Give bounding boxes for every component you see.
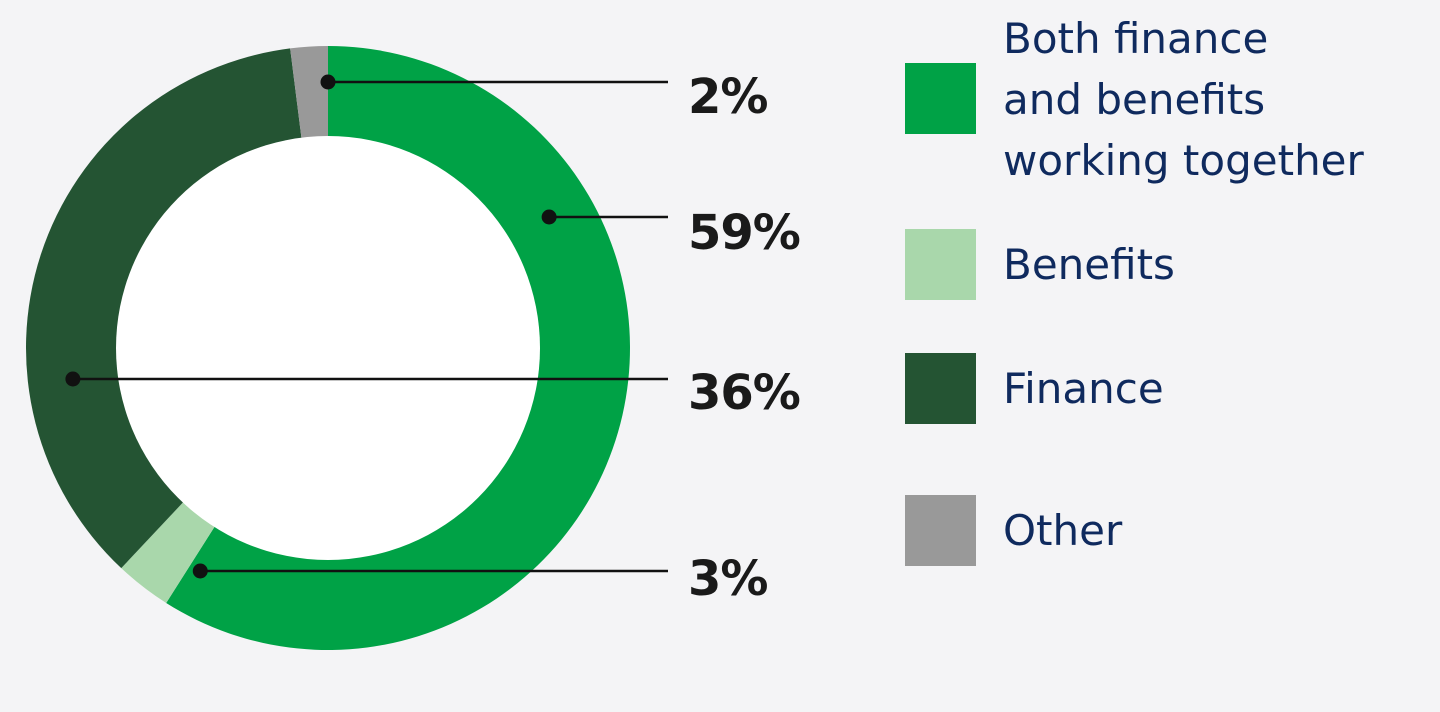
data-label-finance: 36% <box>688 365 800 421</box>
legend-item-benefits: Benefits <box>905 229 1403 300</box>
legend-swatch-finance <box>905 353 976 424</box>
legend-swatch-both <box>905 63 976 134</box>
legend-swatch-other <box>905 495 976 566</box>
leader-dot-both-finance-and-benefits-working-together <box>541 209 557 225</box>
leader-dot-finance <box>65 371 81 387</box>
donut-hole <box>116 136 540 560</box>
donut-chart: 59% 3% 36% 2% <box>26 46 801 650</box>
legend-label-both: Both finance and benefits working togeth… <box>1003 14 1364 185</box>
data-label-benefits: 3% <box>688 551 768 607</box>
legend-label-benefits: Benefits <box>1003 240 1175 289</box>
legend-item-both: Both finance and benefits working togeth… <box>905 8 1403 191</box>
legend: Both finance and benefits working togeth… <box>905 0 1425 712</box>
legend-item-other: Other <box>905 495 1403 566</box>
data-label-other: 2% <box>688 69 768 125</box>
legend-label-finance: Finance <box>1003 364 1164 413</box>
legend-swatch-benefits <box>905 229 976 300</box>
data-label-both-finance-and-benefits-working-together: 59% <box>688 205 800 261</box>
legend-label-other: Other <box>1003 506 1123 555</box>
legend-item-finance: Finance <box>905 353 1403 424</box>
leader-dot-benefits <box>192 563 208 579</box>
leader-dot-other <box>320 74 336 90</box>
